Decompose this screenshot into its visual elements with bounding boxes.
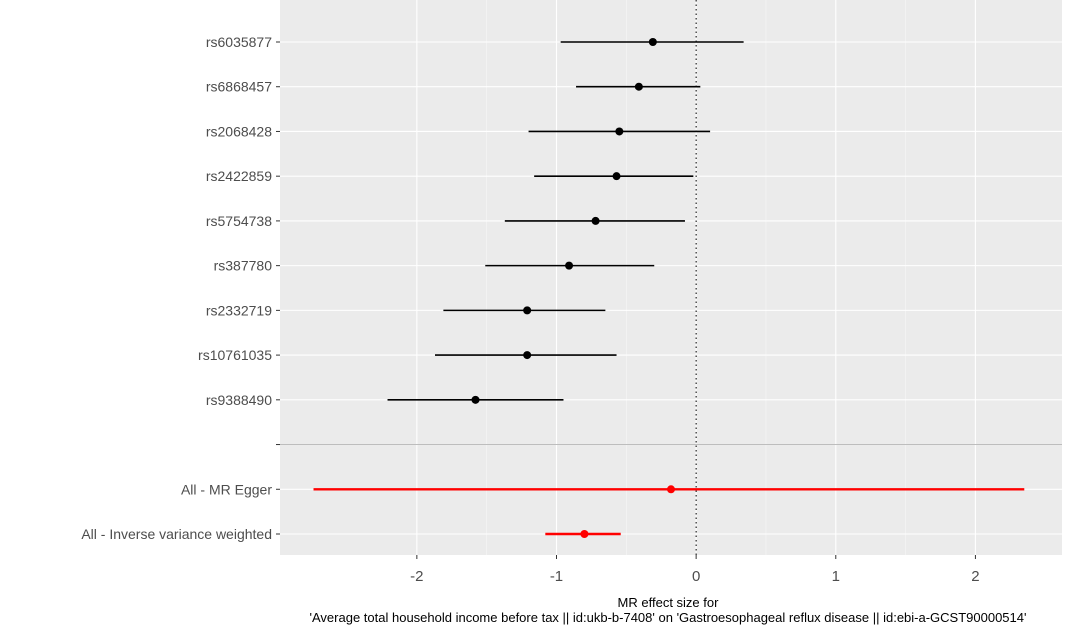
x-tick-label: 1 [832,568,840,585]
snp-point [591,216,600,225]
summary-point [580,530,589,538]
snp-label: rs2332719 [206,302,272,318]
snp-label: rs6035877 [206,34,272,50]
y-axis: rs6035877 rs6868457 rs2068428 rs2422859 rs57… [81,34,280,542]
chart-marks [313,38,1025,538]
snp-label: rs6868457 [206,79,272,95]
x-tick-label: 0 [692,568,700,585]
x-tick-label: -2 [410,568,423,585]
snp-point [565,261,574,270]
summary-point [667,485,675,494]
snp-point [615,127,624,136]
x-tick-label: 2 [971,568,979,585]
snp-point [523,351,532,360]
snp-point [471,395,480,404]
summary-label: All - MR Egger [181,481,272,497]
snp-label: rs2068428 [206,123,272,139]
plot-panel [280,0,1062,555]
x-axis-title-line2: 'Average total household income before t… [310,610,1027,625]
snp-point [634,82,643,91]
snp-label: rs2422859 [206,168,272,184]
x-axis-title-line1: MR effect size for [618,595,720,610]
snp-point [648,38,657,46]
snp-label: rs387780 [214,258,273,274]
snp-label: rs9388490 [206,392,272,408]
snp-label: rs5754738 [206,213,272,229]
grid-minor [486,0,906,555]
x-axis: -2 -1 0 1 2 [410,555,980,585]
snp-label: rs10761035 [198,347,272,363]
snp-point [612,172,621,181]
x-tick-label: -1 [550,568,563,585]
snp-point [523,306,532,315]
summary-label: All - Inverse variance weighted [81,526,272,542]
